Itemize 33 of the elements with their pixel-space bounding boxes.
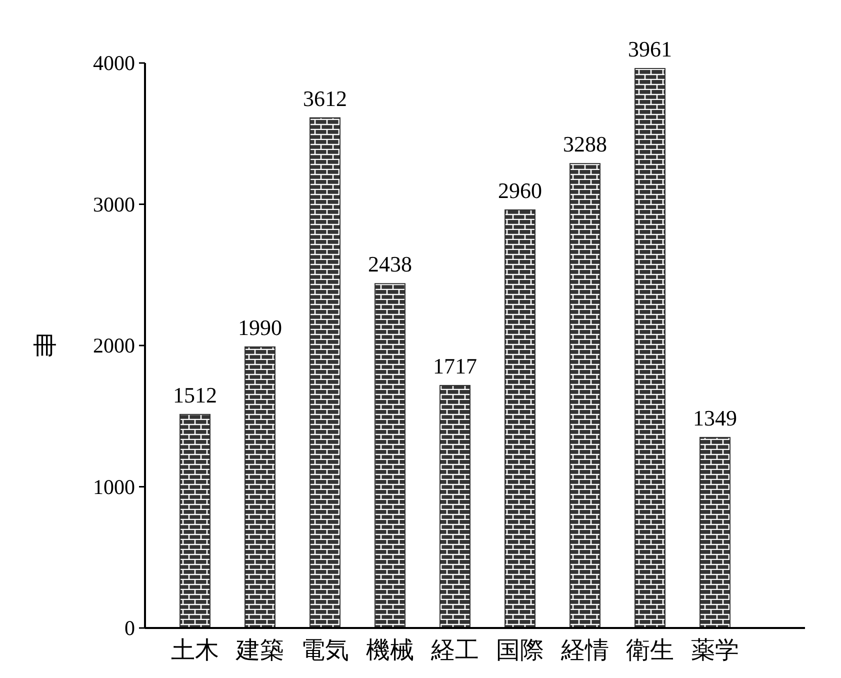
- data-label: 3612: [303, 86, 347, 111]
- data-label: 2960: [498, 178, 542, 203]
- data-label: 1349: [693, 405, 737, 430]
- x-tick-label: 薬学: [691, 636, 739, 664]
- bar: [180, 414, 210, 628]
- bar: [310, 117, 340, 628]
- data-label: 3288: [563, 132, 607, 157]
- bar: [700, 436, 730, 628]
- y-tick-label: 3000: [93, 192, 135, 216]
- data-label: 1990: [238, 314, 282, 340]
- bar: [570, 163, 600, 628]
- data-label: 3961: [628, 36, 672, 62]
- x-tick-label: 衛生: [626, 636, 674, 664]
- data-label: 1512: [173, 382, 217, 408]
- bar: [440, 384, 470, 628]
- y-tick-label: 4000: [93, 51, 135, 75]
- data-label: 2438: [368, 252, 412, 277]
- bar: [634, 68, 666, 628]
- bar: [244, 346, 276, 628]
- bar: [504, 209, 536, 628]
- data-label: 1717: [433, 353, 477, 378]
- y-tick-label: 2000: [93, 334, 135, 358]
- x-tick-label: 経工: [430, 636, 479, 664]
- y-axis-title: 冊: [33, 332, 57, 360]
- x-tick-label: 建築: [235, 636, 284, 664]
- x-tick-label: 土木: [171, 636, 219, 664]
- x-tick-label: 経情: [560, 636, 609, 664]
- bar: [374, 283, 406, 628]
- y-tick-label: 0: [124, 616, 135, 640]
- x-tick-label: 機械: [366, 636, 414, 664]
- y-tick-label: 1000: [93, 474, 135, 499]
- x-tick-label: 国際: [496, 636, 544, 664]
- x-tick-label: 電気: [301, 636, 349, 664]
